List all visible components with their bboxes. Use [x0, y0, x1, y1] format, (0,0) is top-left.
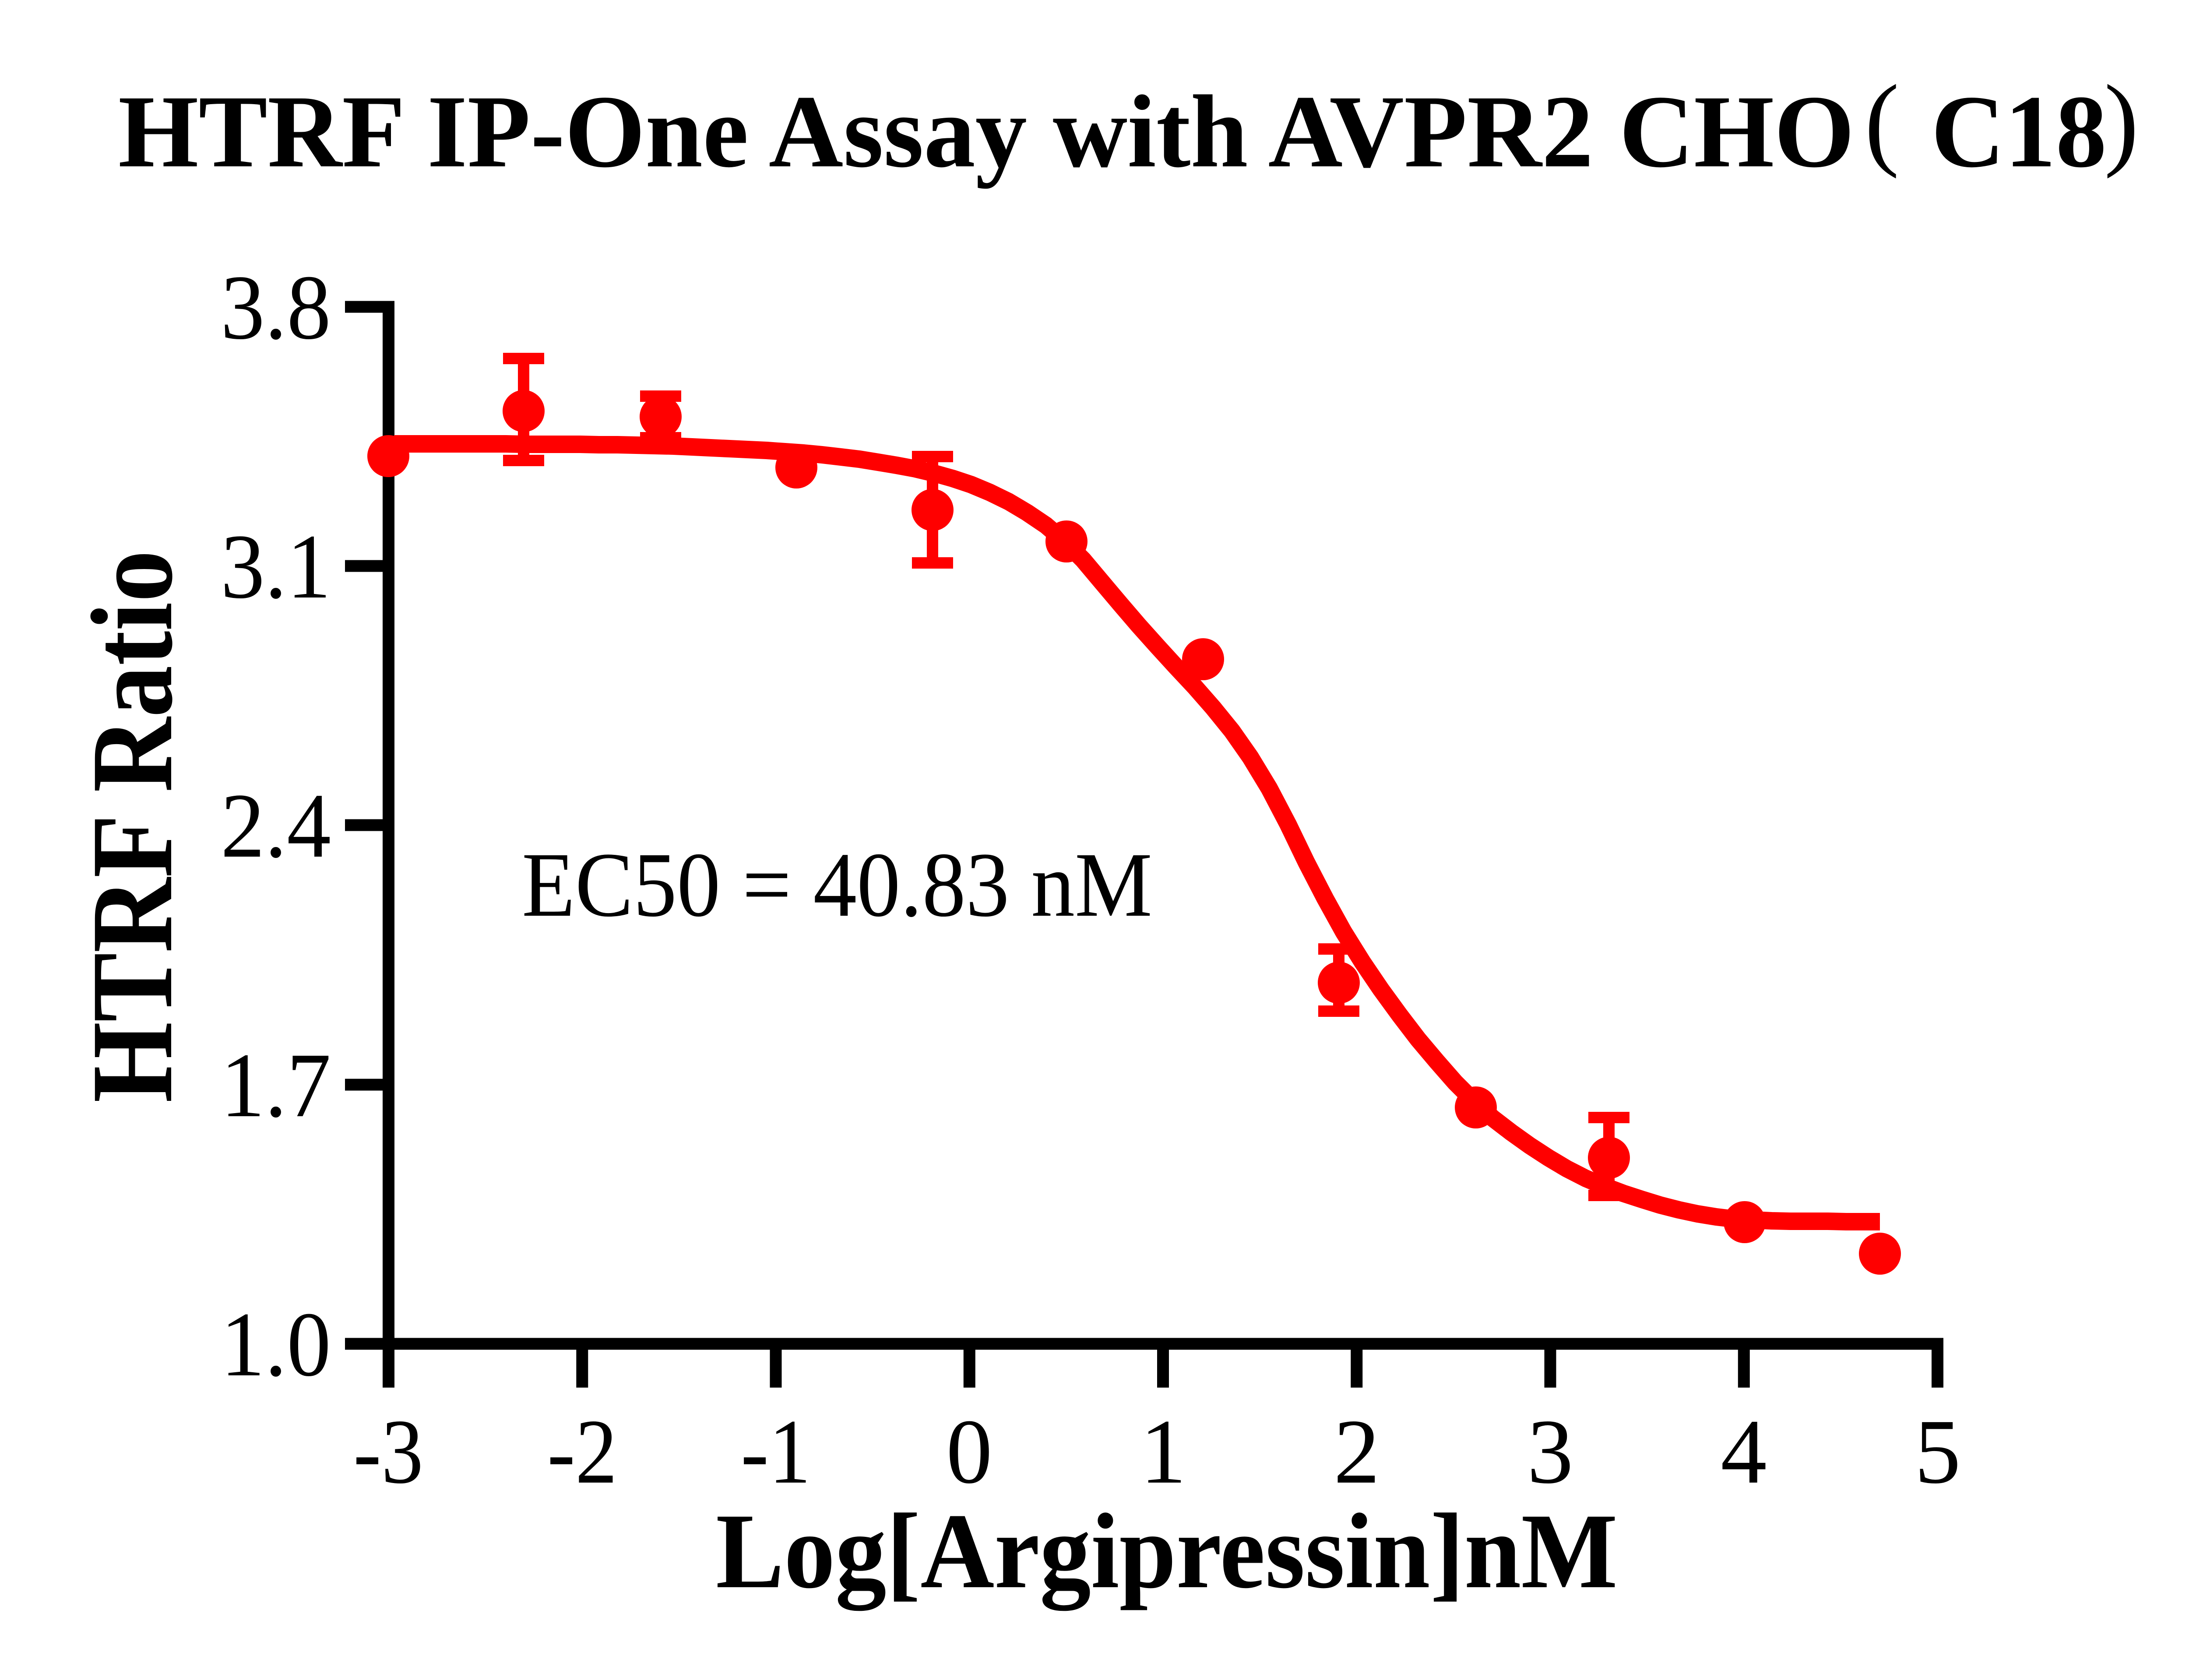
svg-text:): ): [2104, 64, 2139, 179]
svg-text:3: 3: [1527, 1400, 1573, 1503]
svg-text:3.8: 3.8: [221, 256, 331, 358]
svg-text:1: 1: [1140, 1400, 1186, 1503]
svg-text:-2: -2: [547, 1400, 617, 1503]
svg-text:2.4: 2.4: [221, 774, 331, 877]
svg-text:0: 0: [946, 1400, 992, 1503]
svg-text:HTRF IP-One Assay with AVPR2 C: HTRF IP-One Assay with AVPR2 CHO: [118, 74, 1855, 189]
svg-text:Log[Argipressin]nM: Log[Argipressin]nM: [716, 1492, 1618, 1611]
svg-text:1.0: 1.0: [221, 1293, 331, 1395]
svg-text:1.7: 1.7: [221, 1034, 331, 1136]
svg-text:4: 4: [1721, 1400, 1767, 1503]
svg-text:C18: C18: [1931, 74, 2107, 189]
svg-text:5: 5: [1914, 1400, 1961, 1503]
svg-text:-1: -1: [741, 1400, 811, 1503]
svg-text:HTRF Ratio: HTRF Ratio: [67, 550, 197, 1103]
svg-text:EC50 = 40.83 nM: EC50 = 40.83 nM: [522, 833, 1152, 936]
svg-text:2: 2: [1334, 1400, 1380, 1503]
svg-text:3.1: 3.1: [221, 515, 331, 618]
svg-text:(: (: [1865, 64, 1899, 179]
svg-text:-3: -3: [353, 1400, 423, 1503]
